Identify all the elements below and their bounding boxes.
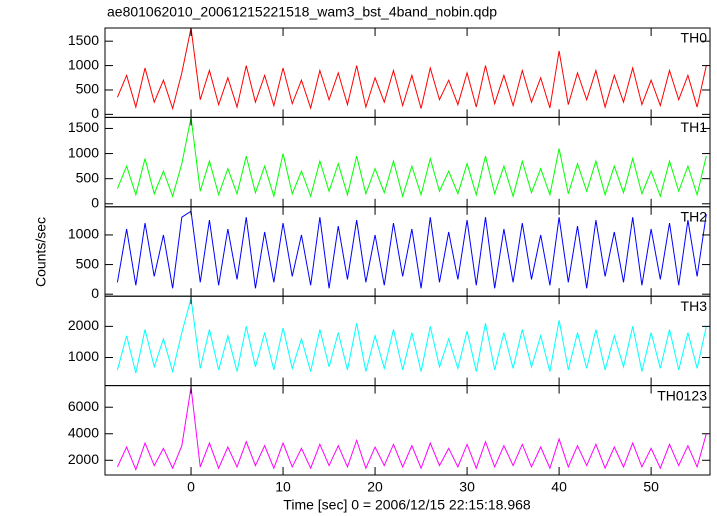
panel-frame bbox=[104, 385, 711, 476]
y-tick-label: 1000 bbox=[68, 56, 99, 72]
y-tick-label: 1500 bbox=[68, 119, 99, 135]
x-tick-label: 10 bbox=[275, 479, 291, 495]
y-tick-label: 500 bbox=[76, 255, 100, 271]
x-tick-label: 20 bbox=[367, 479, 383, 495]
series-label: TH0123 bbox=[657, 387, 707, 403]
data-line bbox=[116, 117, 707, 199]
y-tick-label: 0 bbox=[91, 105, 99, 121]
y-tick-label: 2000 bbox=[68, 317, 99, 333]
data-line bbox=[116, 210, 707, 289]
y-tick-label: 0 bbox=[91, 194, 99, 210]
y-tick-label: 1000 bbox=[68, 144, 99, 160]
y-tick-label: 1000 bbox=[68, 348, 99, 364]
x-tick-label: 50 bbox=[643, 479, 659, 495]
x-axis-label: Time [sec] 0 = 2006/12/15 22:15:18.968 bbox=[283, 497, 531, 513]
panel-frame bbox=[104, 27, 711, 118]
x-tick-label: 30 bbox=[459, 479, 475, 495]
series-label: TH2 bbox=[681, 209, 708, 225]
data-line bbox=[116, 387, 707, 471]
series-label: TH1 bbox=[681, 119, 708, 135]
data-line bbox=[116, 28, 707, 111]
series-label: TH0 bbox=[681, 30, 708, 46]
data-line bbox=[116, 298, 707, 374]
y-tick-label: 500 bbox=[76, 81, 100, 97]
x-tick-label: 40 bbox=[551, 479, 567, 495]
chart-title: ae801062010_20061215221518_wam3_bst_4ban… bbox=[107, 4, 497, 20]
panel-frame bbox=[104, 295, 711, 387]
y-tick-label: 2000 bbox=[68, 451, 99, 467]
series-label: TH3 bbox=[681, 298, 708, 314]
y-tick-label: 1500 bbox=[68, 32, 99, 48]
y-tick-label: 6000 bbox=[68, 398, 99, 414]
y-tick-label: 0 bbox=[91, 285, 99, 301]
y-tick-label: 4000 bbox=[68, 424, 99, 440]
y-tick-label: 500 bbox=[76, 169, 100, 185]
y-tick-label: 1000 bbox=[68, 226, 99, 242]
panel-frame bbox=[104, 116, 711, 208]
y-axis-label: Counts/sec bbox=[33, 217, 49, 287]
x-tick-label: 0 bbox=[187, 479, 195, 495]
